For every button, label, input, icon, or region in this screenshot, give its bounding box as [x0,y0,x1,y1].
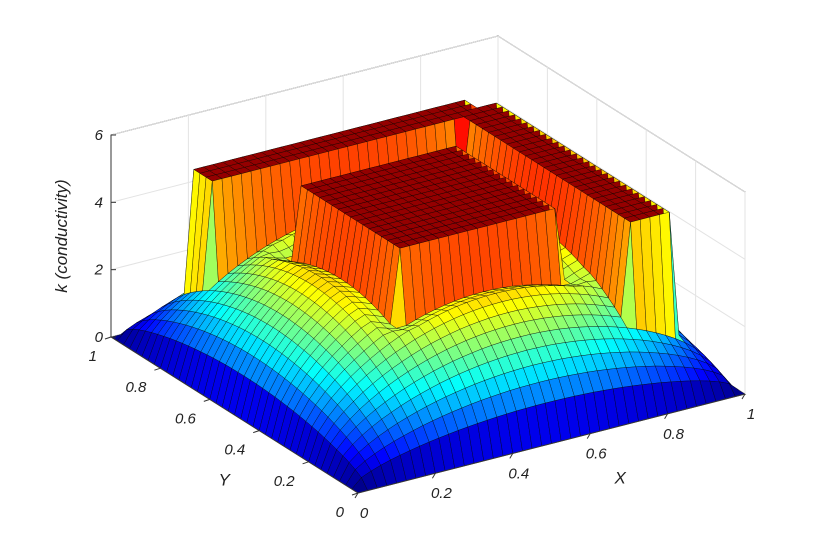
grid-line [497,35,746,193]
z-axis-title: k (conductivity) [52,179,71,292]
y-tick-label: 0 [336,504,345,521]
x-tick-label: 0.2 [431,485,453,502]
y-tick [104,336,112,340]
axis-ticks: 0 0.2 0.4 0.6 0.8 1 0 0.2 0.4 0.6 0.8 1 0 2 4 6 [89,127,756,522]
x-tick-label: 0.8 [663,426,685,443]
z-tick-label: 4 [95,194,103,211]
z-tick-label: 6 [95,127,104,144]
x-tick [354,492,359,499]
x-tick-label: 0 [360,505,369,522]
x-tick [741,393,746,400]
x-tick [664,413,669,420]
y-tick-label: 0.4 [224,442,245,459]
y-tick [203,398,210,402]
x-tick [509,453,514,459]
surface-mesh [110,99,746,494]
axis-labels: X Yk (conductivity) [52,179,627,489]
y-axis-line [110,336,359,494]
y-tick-label: 0.2 [274,473,296,490]
x-axis-title: X [614,469,627,488]
y-axis-title: Y [219,471,232,490]
y-tick [154,367,161,371]
y-tick [253,430,260,434]
x-tick-label: 0.4 [508,465,529,482]
y-tick [351,492,359,496]
grid-line [497,102,746,260]
y-tick [302,461,309,465]
y-tick-label: 0.8 [126,379,148,396]
x-tick-label: 1 [747,406,755,423]
x-tick [586,433,591,439]
x-tick [431,472,436,479]
grid-line [110,35,499,136]
x-tick-label: 0.6 [586,446,608,463]
y-tick-label: 1 [89,348,97,365]
front-axes [110,135,746,494]
z-tick-label: 2 [94,262,104,279]
y-tick-label: 0.6 [175,410,197,427]
z-tick-label: 0 [95,329,104,346]
x-axis-line [357,393,746,494]
